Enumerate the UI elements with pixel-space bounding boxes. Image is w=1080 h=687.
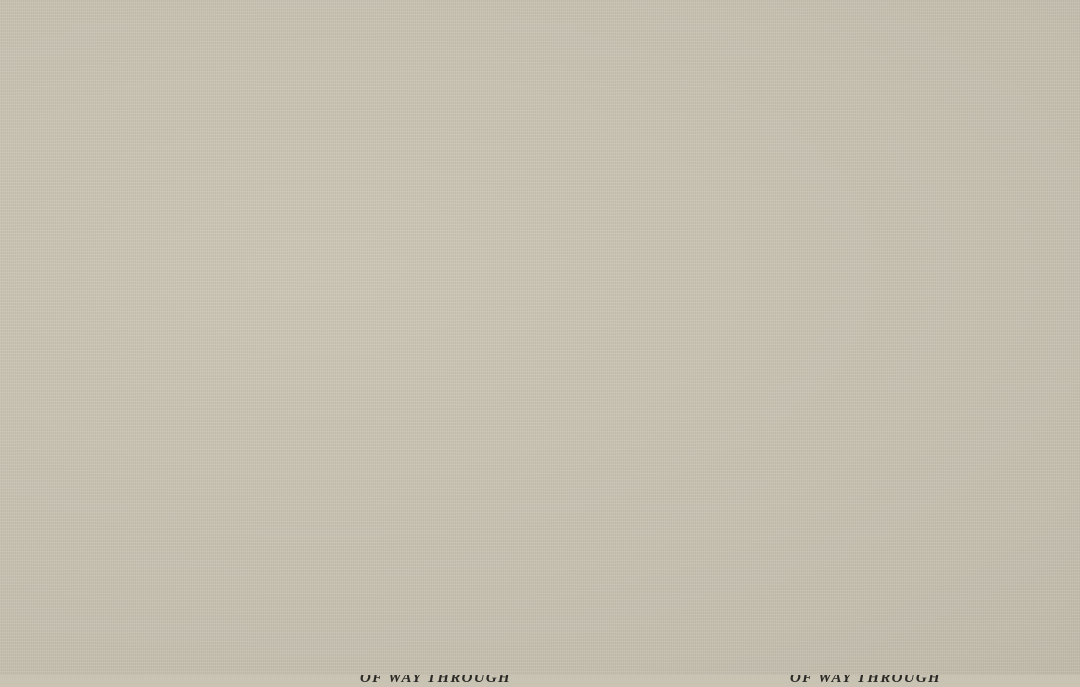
section-label-sax-unis-licks: (SAX UNIS LICKS) bbox=[879, 128, 1004, 142]
bar-count: 8 bbox=[572, 586, 580, 600]
section-label-unis-8va-brass: UNIS/8VA BRASS (SAX PAD) bbox=[678, 78, 751, 139]
annotation-climax-1-sub: OF WAY THROUGH bbox=[360, 670, 512, 686]
annotation-single-time-swing-feel: SINGLE-TIME SWING FEEL bbox=[354, 601, 467, 635]
section-label-bass-pno: BASS PNO. bbox=[806, 487, 842, 514]
rehearsal-mark-e[interactable]: E bbox=[180, 372, 207, 402]
rehearsal-mark-b[interactable]: B bbox=[479, 1, 506, 31]
rehearsal-mark-c[interactable]: C bbox=[798, 1, 825, 31]
section-label-sax-pad: (SAX PAD) bbox=[206, 481, 279, 495]
section-label-trb-solo: TRB. SOLO bbox=[830, 92, 908, 106]
bar-count: 8 bbox=[569, 219, 577, 233]
annotation-climax-2: CLIMAX 2 - 86% bbox=[790, 652, 918, 668]
rehearsal-mark-f[interactable]: F bbox=[330, 372, 357, 402]
annotation-drums-on-brushes: DRUMS ON BRUSHES bbox=[48, 241, 138, 275]
annotation-climax-2-sub: OF WAY THROUGH bbox=[790, 670, 942, 686]
section-label-sxs: SXS. bbox=[884, 487, 915, 500]
bar-count: 8 bbox=[410, 219, 418, 233]
bar-count: 16 bbox=[928, 219, 942, 233]
rehearsal-mark-h[interactable]: H bbox=[634, 372, 661, 402]
section-label-ens: ENS bbox=[851, 438, 878, 451]
section-label-5way-sax-melody: 5-WAY SAX MELODY TRP. SOLO bbox=[362, 93, 439, 138]
section-label-bass: BASS bbox=[913, 438, 949, 451]
label-bridge-left: BRIDGE bbox=[38, 335, 104, 351]
section-label-unis-tenors: UNIS TENORS (TRB. PAD) bbox=[189, 93, 286, 123]
bar-count: 8 bbox=[416, 586, 424, 600]
rehearsal-mark-g[interactable]: G bbox=[486, 372, 513, 402]
section-label-saxes-solo-trp: SAXES & SOLO TRP. bbox=[24, 91, 87, 136]
label-bridge-right: BRIDGE bbox=[646, 335, 712, 351]
bar-count: 8 bbox=[723, 586, 731, 600]
annotation-to-sticks: TO STICKS bbox=[195, 618, 282, 634]
annotation-climax-1: CLIMAX 1 - 65% bbox=[360, 652, 488, 668]
section-label-muted-brass-unis-saxes: MUTED BRASS UNIS SAXES bbox=[103, 74, 153, 135]
bar-count: 8 bbox=[48, 219, 56, 233]
section-label-free-mult-solos: FREE MULT. SOLOS bbox=[718, 428, 767, 473]
annotation-time-interrupted: TIME BRIEFLY INTERRUPTED bbox=[196, 281, 442, 297]
bar-count: 8 bbox=[877, 586, 885, 600]
rehearsal-mark-a[interactable]: A bbox=[160, 1, 187, 31]
section-label-ens-shout: ENS SHOUT (TUNE VAR.) bbox=[358, 443, 445, 473]
bar-count: 16 bbox=[188, 586, 202, 600]
bar-count: 8 bbox=[251, 219, 259, 233]
annotation-double-time-feel: DOUBLE-TIME FEEL bbox=[806, 259, 975, 275]
annotation-swing-feel: SWING FEEL W/2-BEAT BASS bbox=[222, 259, 458, 275]
rehearsal-mark-d[interactable]: D bbox=[32, 372, 59, 402]
label-3rd-chorus: 3RD CHORUS bbox=[340, 335, 447, 351]
bar-count: 8 bbox=[727, 219, 735, 233]
section-label-2part-saxes: 2-PART SAXES (BRASS IN STANDS) bbox=[500, 93, 603, 138]
section-label-band: BAND bbox=[972, 398, 1010, 411]
